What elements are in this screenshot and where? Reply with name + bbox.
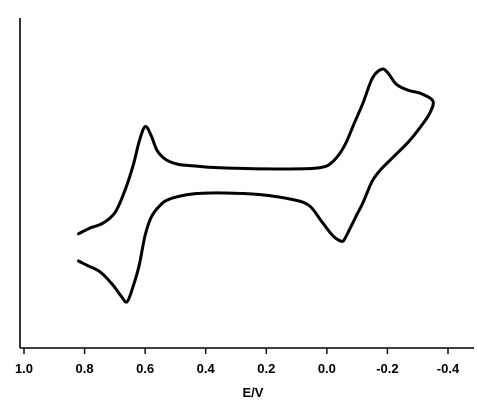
x-tick-label: -0.2 — [376, 361, 398, 376]
x-ticks — [23, 348, 449, 354]
x-axis-title: E/V — [243, 385, 264, 400]
x-tick-labels: 1.0 0.8 0.6 0.4 0.2 0.0 -0.2 -0.4 — [15, 361, 460, 376]
x-tick-label: 0.6 — [136, 361, 154, 376]
x-tick-label: 0.0 — [318, 361, 336, 376]
x-tick-label: 0.4 — [197, 361, 216, 376]
x-tick-label: 1.0 — [15, 361, 33, 376]
x-tick-label: 0.8 — [76, 361, 94, 376]
cv-curve — [77, 67, 435, 304]
x-tick-label: -0.4 — [437, 361, 460, 376]
x-tick-label: 0.2 — [257, 361, 275, 376]
